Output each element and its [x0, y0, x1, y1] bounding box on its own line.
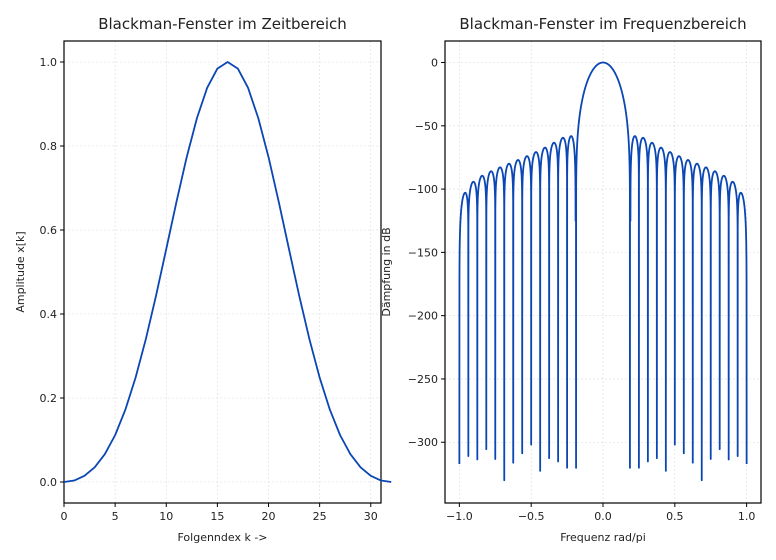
- x-tick-label: −0.5: [518, 510, 545, 523]
- series-line-blackman-time: [63, 61, 392, 483]
- x-tick-label: 30: [364, 510, 378, 523]
- x-tick-label: 25: [313, 510, 327, 523]
- frequency-domain-plot: −1.0 −0.5 0.0 0.5 1.0 0 −50 −100 −150 −200 −250 −30…: [380, 15, 762, 544]
- y-tick-label: 0.6: [40, 224, 58, 237]
- time-domain-plot: 0 5 10 15 20 25 30 0.0 0.2 0.4 0.6 0.8 1.0 Blackman-F…: [14, 15, 392, 544]
- x-tick-label: 5: [112, 510, 119, 523]
- y-tick-label: 0.8: [40, 140, 58, 153]
- y-tick-label: 0.0: [40, 476, 58, 489]
- y-axis-label: Amplitude x[k]: [14, 231, 27, 312]
- y-tick-label: −250: [408, 373, 438, 386]
- chart-title: Blackman-Fenster im Frequenzbereich: [459, 15, 746, 33]
- x-tick-label: 20: [262, 510, 276, 523]
- series-line-blackman-frequency: [458, 61, 748, 482]
- x-tick-label: 1.0: [738, 510, 756, 523]
- x-axis-label: Folgenndex k ->: [177, 531, 267, 544]
- y-tick-label: 1.0: [40, 56, 58, 69]
- y-tick-label: −100: [408, 183, 438, 196]
- x-tick-label: 15: [210, 510, 224, 523]
- x-tick-label: 0.0: [594, 510, 612, 523]
- chart-title: Blackman-Fenster im Zeitbereich: [98, 15, 347, 33]
- plot-frame: [63, 40, 382, 504]
- y-tick-label: −50: [415, 120, 438, 133]
- x-tick-label: −1.0: [446, 510, 473, 523]
- y-tick-label: −150: [408, 246, 438, 259]
- y-axis-label: Dämpfung in dB: [380, 227, 393, 316]
- y-tick-label: 0.2: [40, 392, 58, 405]
- x-tick-label: 0: [61, 510, 68, 523]
- x-axis-label: Frequenz rad/pi: [560, 531, 646, 544]
- y-tick-label: 0: [431, 57, 438, 70]
- y-tick-label: 0.4: [40, 308, 58, 321]
- plot-frame: [444, 40, 762, 504]
- x-tick-label: 0.5: [666, 510, 684, 523]
- y-tick-label: −300: [408, 436, 438, 449]
- y-tick-label: −200: [408, 310, 438, 323]
- x-tick-label: 10: [159, 510, 173, 523]
